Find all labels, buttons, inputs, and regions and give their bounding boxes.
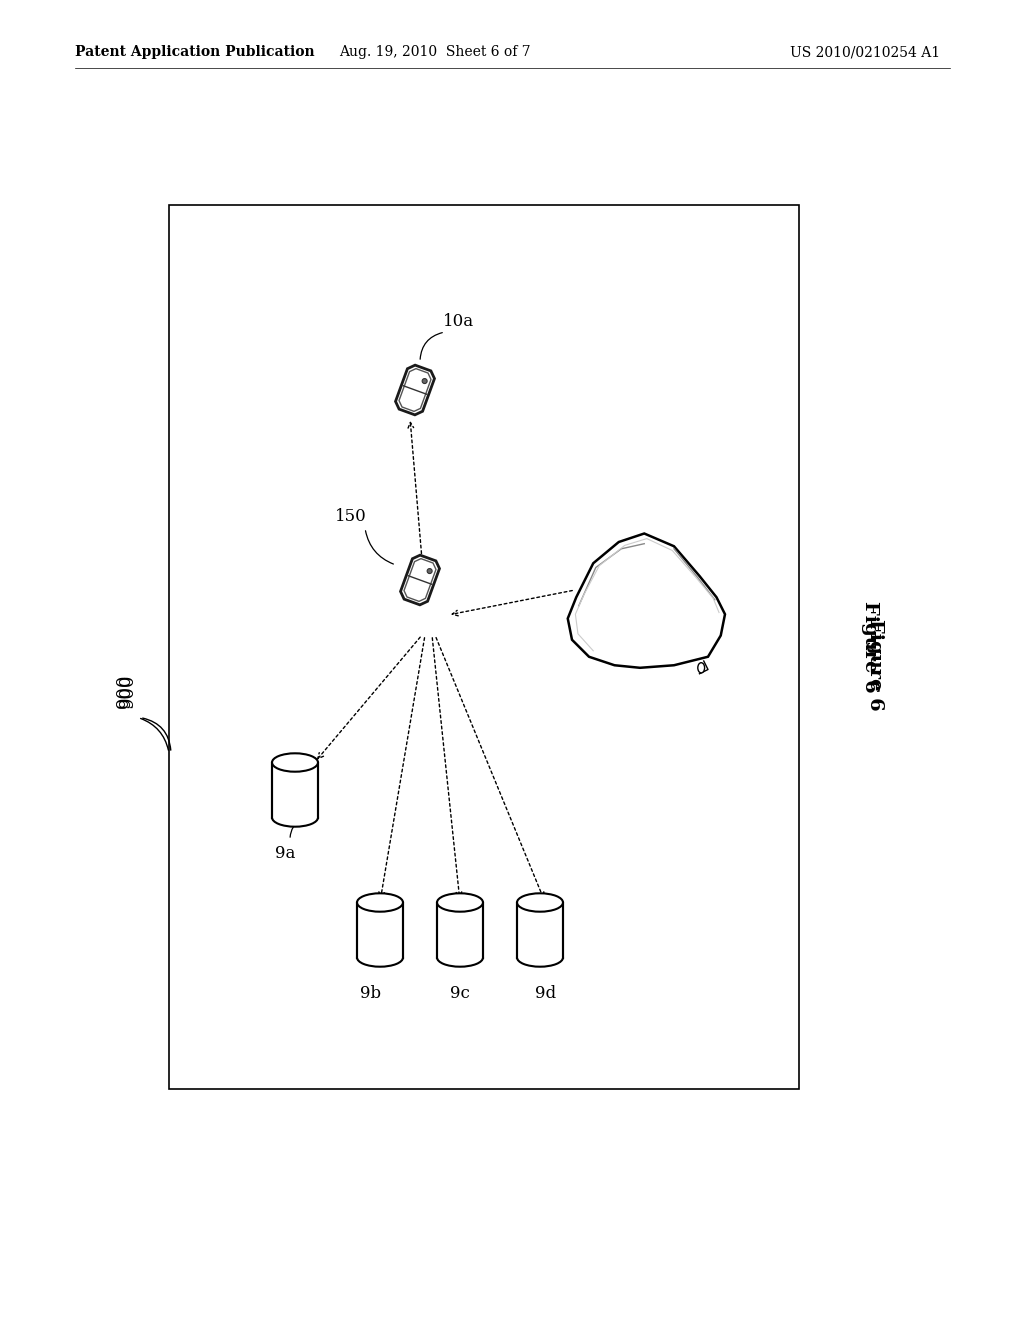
Bar bbox=[517, 903, 563, 957]
Ellipse shape bbox=[437, 948, 483, 966]
Ellipse shape bbox=[517, 948, 563, 966]
Text: 900: 900 bbox=[116, 673, 134, 709]
Text: Figure 6: Figure 6 bbox=[861, 601, 879, 693]
Text: Aug. 19, 2010  Sheet 6 of 7: Aug. 19, 2010 Sheet 6 of 7 bbox=[339, 45, 530, 59]
Bar bbox=[271, 789, 319, 817]
Bar bbox=[357, 903, 403, 957]
Text: Figure 6: Figure 6 bbox=[866, 619, 884, 710]
Text: Patent Application Publication: Patent Application Publication bbox=[75, 45, 314, 59]
Ellipse shape bbox=[437, 894, 483, 912]
Polygon shape bbox=[567, 533, 725, 668]
Polygon shape bbox=[395, 366, 434, 414]
Bar bbox=[437, 903, 483, 957]
Text: 9b: 9b bbox=[360, 985, 381, 1002]
Polygon shape bbox=[400, 556, 439, 605]
Text: 150: 150 bbox=[335, 508, 367, 525]
Circle shape bbox=[422, 379, 427, 384]
Bar bbox=[169, 205, 799, 1089]
Ellipse shape bbox=[517, 894, 563, 912]
Bar bbox=[272, 763, 318, 817]
Text: 900: 900 bbox=[119, 673, 137, 709]
Ellipse shape bbox=[272, 754, 318, 772]
Ellipse shape bbox=[272, 808, 318, 826]
Bar bbox=[436, 931, 484, 957]
Text: 9d: 9d bbox=[535, 985, 556, 1002]
Text: 9a: 9a bbox=[275, 845, 295, 862]
Bar bbox=[516, 931, 564, 957]
Bar bbox=[356, 931, 404, 957]
Text: US 2010/0210254 A1: US 2010/0210254 A1 bbox=[790, 45, 940, 59]
Ellipse shape bbox=[357, 894, 403, 912]
Ellipse shape bbox=[357, 948, 403, 966]
Ellipse shape bbox=[697, 663, 705, 673]
Text: 10a: 10a bbox=[443, 313, 474, 330]
Circle shape bbox=[427, 569, 432, 574]
Text: 9c: 9c bbox=[450, 985, 470, 1002]
